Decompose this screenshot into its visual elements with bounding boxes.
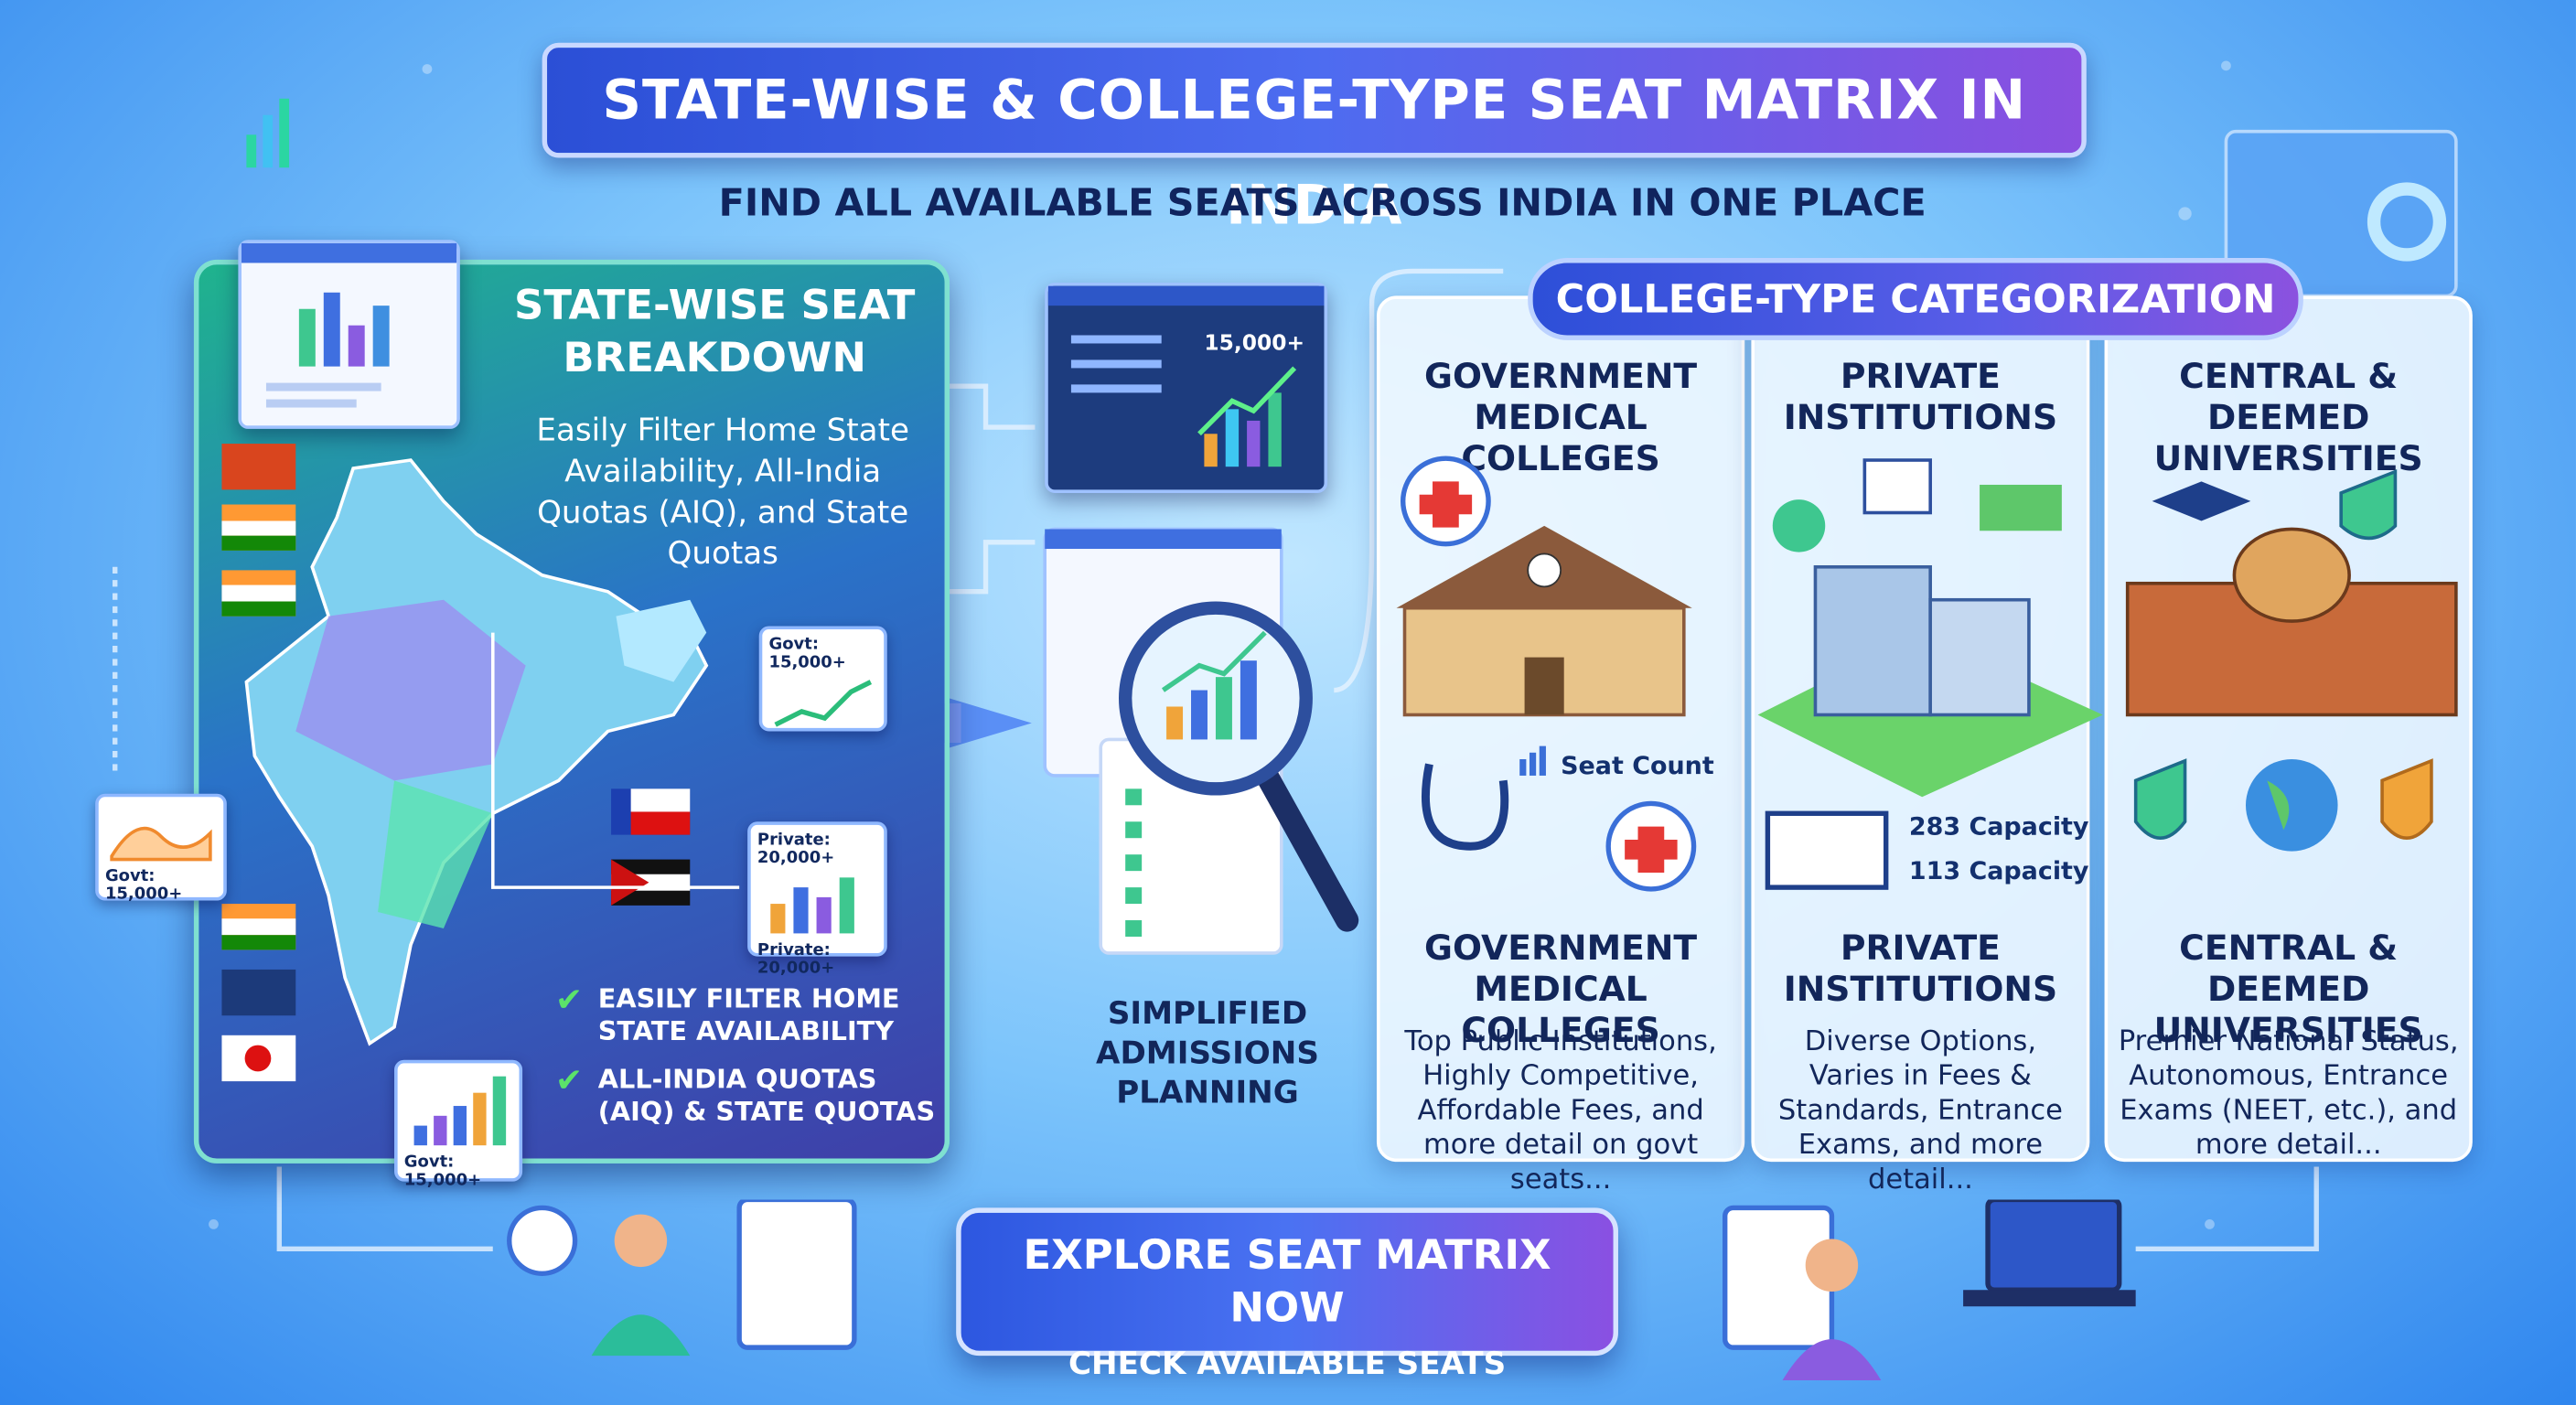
category-card xyxy=(2104,295,2473,1163)
callout-label: Govt: 15,000+ xyxy=(768,636,846,672)
india-map xyxy=(221,444,740,1082)
sparkles xyxy=(209,60,2231,1229)
callout-chart xyxy=(413,1076,507,1146)
checklist-item: EASILY FILTER HOME STATE AVAILABILITY xyxy=(555,982,943,1048)
dashboard-window: 15,000+ xyxy=(1045,282,1328,493)
title-banner: STATE-WISE & COLLEGE-TYPE SEAT MATRIX IN… xyxy=(542,42,2087,237)
arrow xyxy=(950,698,1032,748)
callout-label: Govt: 15,000+ xyxy=(104,867,183,905)
connector-lines xyxy=(113,268,2319,1252)
state-description: Easily Filter Home State Availability, A… xyxy=(536,412,909,573)
badge: 283 Capacity xyxy=(1908,811,2089,842)
report-magnifier xyxy=(1043,527,1359,955)
footer-illustrations xyxy=(507,1199,2136,1381)
cta-button[interactable]: EXPLORE SEAT MATRIX NOW CHECK AVAILABLE … xyxy=(956,1207,1618,1382)
category-description: Top Public Institutions, Highly Competit… xyxy=(1404,1025,1717,1196)
window-chart xyxy=(241,242,457,408)
checklist-item: ALL-INDIA QUOTAS (AIQ) & STATE QUOTAS xyxy=(555,1063,943,1129)
category-top-title: CENTRAL & DEEMED UNIVERSITIES xyxy=(2153,356,2423,478)
deco-donut xyxy=(2367,182,2447,262)
callout-card: Govt: 15,000+ xyxy=(394,1059,523,1190)
cta-label[interactable]: EXPLORE SEAT MATRIX NOW xyxy=(1023,1230,1551,1332)
category-title: GOVERNMENT MEDICAL COLLEGES xyxy=(1424,928,1698,1050)
category-description: Premier National Status, Autonomous, Ent… xyxy=(2118,1025,2459,1163)
mini-chart xyxy=(246,98,290,168)
cta-sublabel[interactable]: CHECK AVAILABLE SEATS xyxy=(1068,1346,1507,1382)
callout-label: Govt: 15,000+ xyxy=(403,1153,482,1190)
category-card xyxy=(1376,295,1745,1163)
callout-label: Private: 20,000+ xyxy=(757,831,835,868)
panel-window xyxy=(238,240,460,429)
category-title: CENTRAL & DEEMED UNIVERSITIES xyxy=(2153,928,2423,1050)
title: STATE-WISE & COLLEGE-TYPE SEAT MATRIX IN… xyxy=(602,67,2027,237)
category-top-title: GOVERNMENT MEDICAL COLLEGES xyxy=(1424,356,1698,478)
badge: Seat Count xyxy=(1561,751,1714,781)
callout-card: Private: 20,000+ Private: 20,000+ xyxy=(747,821,887,978)
callout-chart xyxy=(770,877,854,934)
callout-chart xyxy=(110,826,212,862)
state-heading: STATE-WISE SEAT BREAKDOWN xyxy=(514,281,916,381)
category-title: PRIVATE INSTITUTIONS xyxy=(1783,928,2058,1010)
callout-card: Govt: 15,000+ xyxy=(95,793,227,904)
callout-label: Private: 20,000+ xyxy=(757,941,835,978)
subtitle: FIND ALL AVAILABLE SEATS ACROSS INDIA IN… xyxy=(718,182,1927,226)
category-top-title: PRIVATE INSTITUTIONS xyxy=(1783,356,2058,437)
dashboard-stat: 15,000+ xyxy=(1204,331,1305,357)
planning-label: SIMPLIFIED ADMISSIONS PLANNING xyxy=(1096,995,1319,1111)
badge: 113 Capacity xyxy=(1908,855,2089,886)
callout-chart xyxy=(774,680,873,727)
dashboard-chart xyxy=(1047,285,1325,467)
categorization-heading: COLLEGE-TYPE CATEGORIZATION xyxy=(1528,258,2303,340)
category-description: Diverse Options, Varies in Fees & Standa… xyxy=(1777,1025,2063,1196)
category-illustrations xyxy=(1396,456,2458,892)
callout-card: Govt: 15,000+ xyxy=(758,626,887,732)
